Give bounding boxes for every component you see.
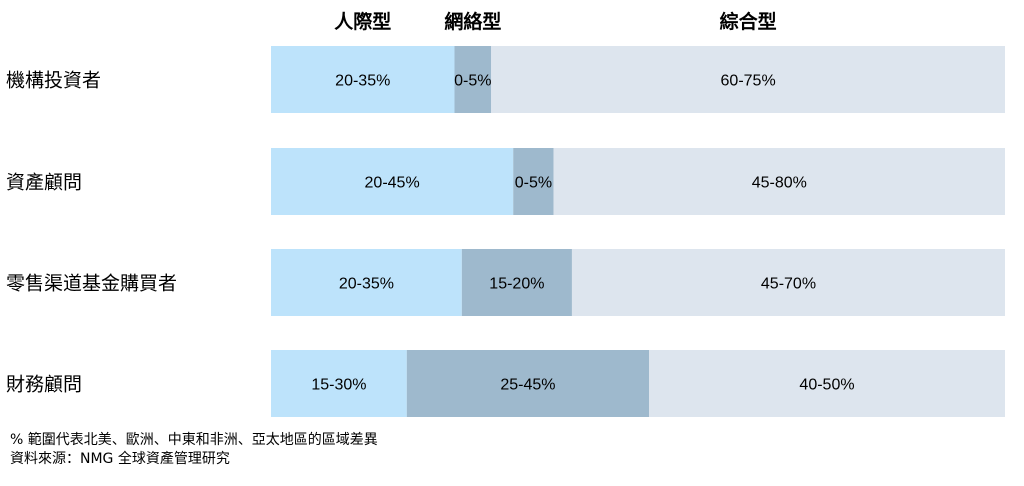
- data-label: 20-35%: [335, 73, 390, 90]
- data-label: 40-50%: [799, 377, 854, 394]
- footnotes: % 範圍代表北美、歐洲、中東和非洲、亞太地區的區域差異 資料來源：NMG 全球資…: [10, 431, 378, 469]
- bar-segment: [271, 249, 462, 316]
- bar-segment: [491, 46, 1005, 113]
- bar-row: 財務顧問 15-30% 25-45% 40-50%: [6, 350, 1005, 417]
- range-note: % 範圍代表北美、歐洲、中東和非洲、亞太地區的區域差異: [10, 432, 378, 448]
- bar-segment: [461, 249, 572, 316]
- bar-segment: [513, 148, 554, 215]
- data-label: 0-5%: [454, 73, 491, 90]
- segment-header: 網絡型: [444, 10, 501, 33]
- bar-segment: [271, 350, 407, 417]
- data-label: 45-70%: [761, 276, 816, 293]
- data-label: 0-5%: [515, 175, 552, 192]
- segment-header: 綜合型: [720, 10, 777, 33]
- data-label: 25-45%: [500, 377, 555, 394]
- data-label: 20-45%: [365, 175, 420, 192]
- data-label: 15-30%: [311, 377, 366, 394]
- category-label: 資產顧問: [6, 172, 82, 194]
- bar-segment: [454, 46, 492, 113]
- bar-segment: [271, 148, 514, 215]
- segment-header: 人際型: [334, 10, 391, 33]
- bar-row: 資產顧問 20-45% 0-5% 45-80%: [6, 148, 1005, 215]
- bar-segment: [271, 46, 455, 113]
- data-label: 20-35%: [339, 276, 394, 293]
- bar-segment: [649, 350, 1005, 417]
- category-label: 財務顧問: [6, 374, 82, 396]
- source-note: 資料來源：NMG 全球資產管理研究: [10, 451, 230, 467]
- bar-rows: 機構投資者 20-35% 0-5% 60-75% 資產顧問 20-45% 0-5% 45-80…: [6, 46, 1005, 417]
- category-label: 零售渠道基金購買者: [6, 273, 177, 295]
- bar-row: 零售渠道基金購買者 20-35% 15-20% 45-70%: [6, 249, 1005, 316]
- data-label: 45-80%: [752, 175, 807, 192]
- data-label: 15-20%: [489, 276, 544, 293]
- bar-row: 機構投資者 20-35% 0-5% 60-75%: [6, 46, 1005, 113]
- segment-headers: 人際型 網絡型 綜合型: [334, 10, 776, 33]
- bar-segment: [571, 249, 1005, 316]
- bar-segment: [406, 350, 650, 417]
- category-label: 機構投資者: [6, 70, 101, 92]
- bar-segment: [553, 148, 1005, 215]
- data-label: 60-75%: [721, 73, 776, 90]
